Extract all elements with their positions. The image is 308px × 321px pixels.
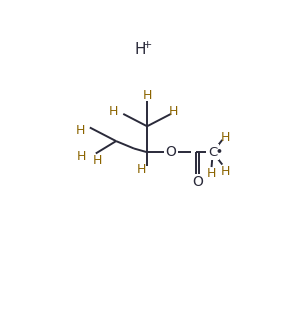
Text: H: H bbox=[221, 165, 230, 178]
Text: H: H bbox=[137, 162, 146, 176]
Circle shape bbox=[218, 150, 221, 152]
Text: H: H bbox=[134, 42, 146, 57]
Text: O: O bbox=[165, 145, 176, 159]
Text: +: + bbox=[143, 40, 152, 50]
Text: C: C bbox=[208, 146, 217, 159]
Text: O: O bbox=[192, 175, 203, 189]
Text: H: H bbox=[169, 105, 179, 118]
Text: H: H bbox=[207, 167, 216, 180]
Text: H: H bbox=[75, 124, 85, 137]
Text: H: H bbox=[142, 89, 152, 102]
Text: H: H bbox=[93, 154, 102, 167]
Text: H: H bbox=[108, 105, 118, 118]
Text: H: H bbox=[221, 131, 230, 144]
Text: H: H bbox=[76, 150, 86, 163]
